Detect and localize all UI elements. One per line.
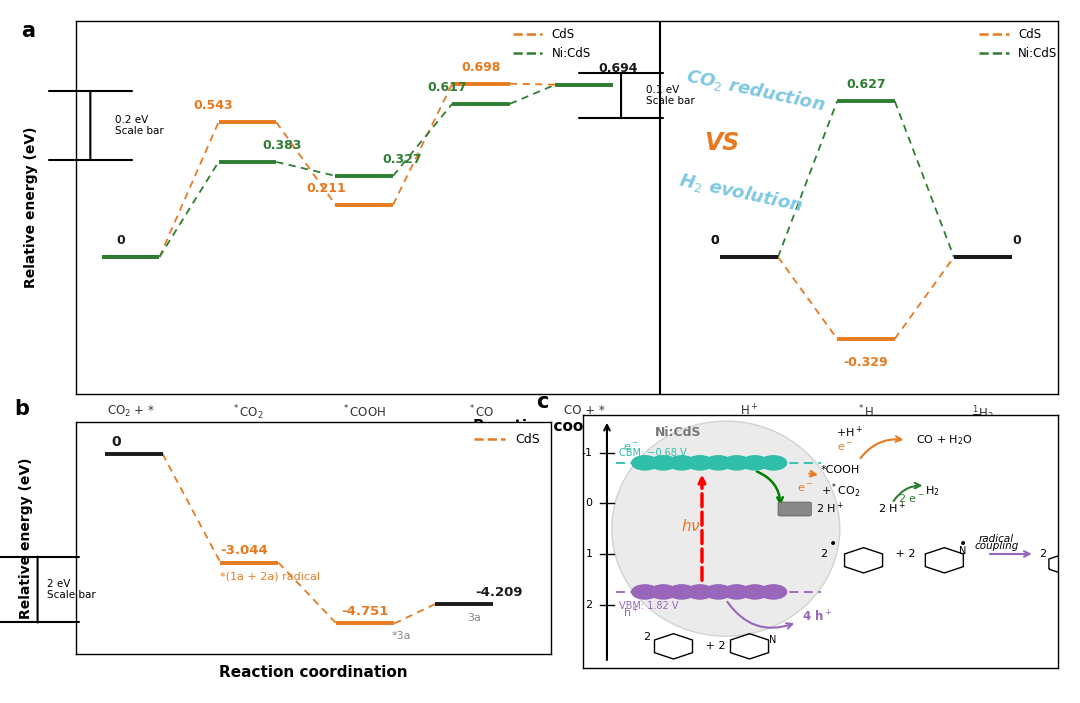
Text: 0.1 eV
Scale bar: 0.1 eV Scale bar: [646, 85, 694, 106]
Text: 0.627: 0.627: [846, 79, 886, 91]
Text: +H$^+$: +H$^+$: [836, 425, 863, 440]
Circle shape: [724, 456, 750, 470]
Circle shape: [742, 585, 768, 599]
Text: 0.383: 0.383: [262, 139, 301, 152]
Circle shape: [669, 585, 694, 599]
Text: h$^+$: h$^+$: [622, 605, 639, 620]
Circle shape: [724, 585, 750, 599]
Text: 2: 2: [1039, 549, 1047, 559]
Circle shape: [705, 585, 731, 599]
Text: c: c: [536, 392, 548, 412]
Text: 1: 1: [585, 549, 593, 559]
Text: CO + *: CO + *: [564, 404, 605, 417]
Circle shape: [650, 585, 676, 599]
Text: *3a: *3a: [391, 631, 410, 640]
Text: H$^+$: H$^+$: [740, 404, 758, 419]
Text: Ni:CdS: Ni:CdS: [654, 426, 702, 439]
Circle shape: [687, 456, 713, 470]
Text: -1: -1: [582, 448, 593, 458]
Text: -4.209: -4.209: [475, 586, 523, 599]
Text: N: N: [769, 635, 775, 645]
Circle shape: [669, 456, 694, 470]
Text: b: b: [14, 399, 29, 420]
Text: 0: 0: [711, 234, 719, 247]
Text: 0: 0: [111, 434, 121, 449]
Text: $^*$CO$_2$: $^*$CO$_2$: [231, 404, 264, 423]
Text: VBM: 1.82 V: VBM: 1.82 V: [619, 601, 678, 611]
Text: 2 eV
Scale bar: 2 eV Scale bar: [48, 579, 96, 600]
Text: CO + H$_2$O: CO + H$_2$O: [916, 433, 973, 447]
Text: 2: 2: [821, 549, 832, 559]
Circle shape: [650, 456, 676, 470]
Text: *(1a + 2a) radical: *(1a + 2a) radical: [220, 572, 321, 581]
Text: H$_2$: H$_2$: [926, 484, 940, 498]
Text: CBM: −0.68 V: CBM: −0.68 V: [619, 448, 687, 458]
Text: CO$_2$ + *: CO$_2$ + *: [107, 404, 154, 419]
Text: -0.329: -0.329: [843, 356, 888, 369]
Text: 0: 0: [711, 234, 719, 247]
Text: •: •: [828, 537, 837, 551]
Text: e$^-$: e$^-$: [797, 482, 813, 494]
FancyBboxPatch shape: [778, 502, 811, 516]
Text: $h\nu$: $h\nu$: [680, 518, 701, 534]
Text: VS: VS: [704, 131, 740, 155]
Text: Reaction coordination: Reaction coordination: [219, 665, 407, 680]
Circle shape: [687, 585, 713, 599]
Text: $^*$H: $^*$H: [858, 404, 875, 420]
Text: 0.211: 0.211: [307, 181, 347, 195]
Circle shape: [705, 456, 731, 470]
Text: 3a: 3a: [467, 613, 481, 623]
Text: Ni: Ni: [789, 505, 799, 513]
Text: $\frac{1}{2}$H$_2$: $\frac{1}{2}$H$_2$: [972, 404, 994, 425]
Text: $^*$COOH: $^*$COOH: [342, 404, 387, 420]
Text: Relative energy (eV): Relative energy (eV): [25, 127, 39, 288]
Text: 0.2 eV
Scale bar: 0.2 eV Scale bar: [114, 115, 164, 136]
Circle shape: [632, 585, 659, 599]
Circle shape: [760, 456, 786, 470]
Text: 0.543: 0.543: [193, 99, 233, 112]
Circle shape: [742, 456, 768, 470]
Text: radical: radical: [980, 534, 1014, 544]
Text: 4 h$^+$: 4 h$^+$: [801, 610, 833, 625]
Text: e$^-$: e$^-$: [837, 442, 852, 453]
Text: 2: 2: [644, 633, 654, 643]
Text: 0.698: 0.698: [461, 60, 501, 74]
Text: 0.617: 0.617: [427, 81, 467, 94]
Text: Relative energy (eV): Relative energy (eV): [18, 457, 32, 619]
Text: H$_2$ evolution: H$_2$ evolution: [677, 169, 805, 216]
Text: coupling: coupling: [974, 541, 1018, 551]
Text: + 2: + 2: [892, 549, 919, 559]
Text: +$^*$CO$_2$: +$^*$CO$_2$: [821, 482, 861, 500]
Legend: CdS, Ni:CdS: CdS, Ni:CdS: [974, 23, 1063, 65]
Text: CO$_2$ reduction: CO$_2$ reduction: [684, 65, 827, 116]
Text: Reaction coordination: Reaction coordination: [473, 419, 661, 434]
Circle shape: [760, 585, 786, 599]
Text: 2 e$^-$: 2 e$^-$: [897, 492, 924, 504]
Text: -4.751: -4.751: [341, 605, 389, 618]
Text: N: N: [959, 546, 966, 557]
Text: 2: 2: [585, 600, 593, 610]
Text: a: a: [22, 21, 36, 41]
Text: + 2: + 2: [702, 641, 729, 652]
Text: 0: 0: [116, 234, 124, 247]
Text: 0: 0: [1013, 234, 1022, 247]
Text: -3.044: -3.044: [220, 544, 268, 557]
Ellipse shape: [611, 421, 840, 636]
Text: •: •: [959, 537, 968, 551]
Text: 0.694: 0.694: [598, 62, 638, 75]
Text: 0: 0: [585, 498, 593, 508]
Text: 2 H$^+$: 2 H$^+$: [816, 501, 845, 516]
Text: e$^-$: e$^-$: [623, 441, 638, 453]
Circle shape: [632, 456, 659, 470]
Text: 2 H$^+$: 2 H$^+$: [878, 501, 906, 516]
Legend: CdS: CdS: [469, 428, 544, 451]
Text: 0.327: 0.327: [382, 153, 422, 166]
Text: $^*$CO: $^*$CO: [468, 404, 495, 420]
Text: *COOH: *COOH: [821, 465, 860, 475]
